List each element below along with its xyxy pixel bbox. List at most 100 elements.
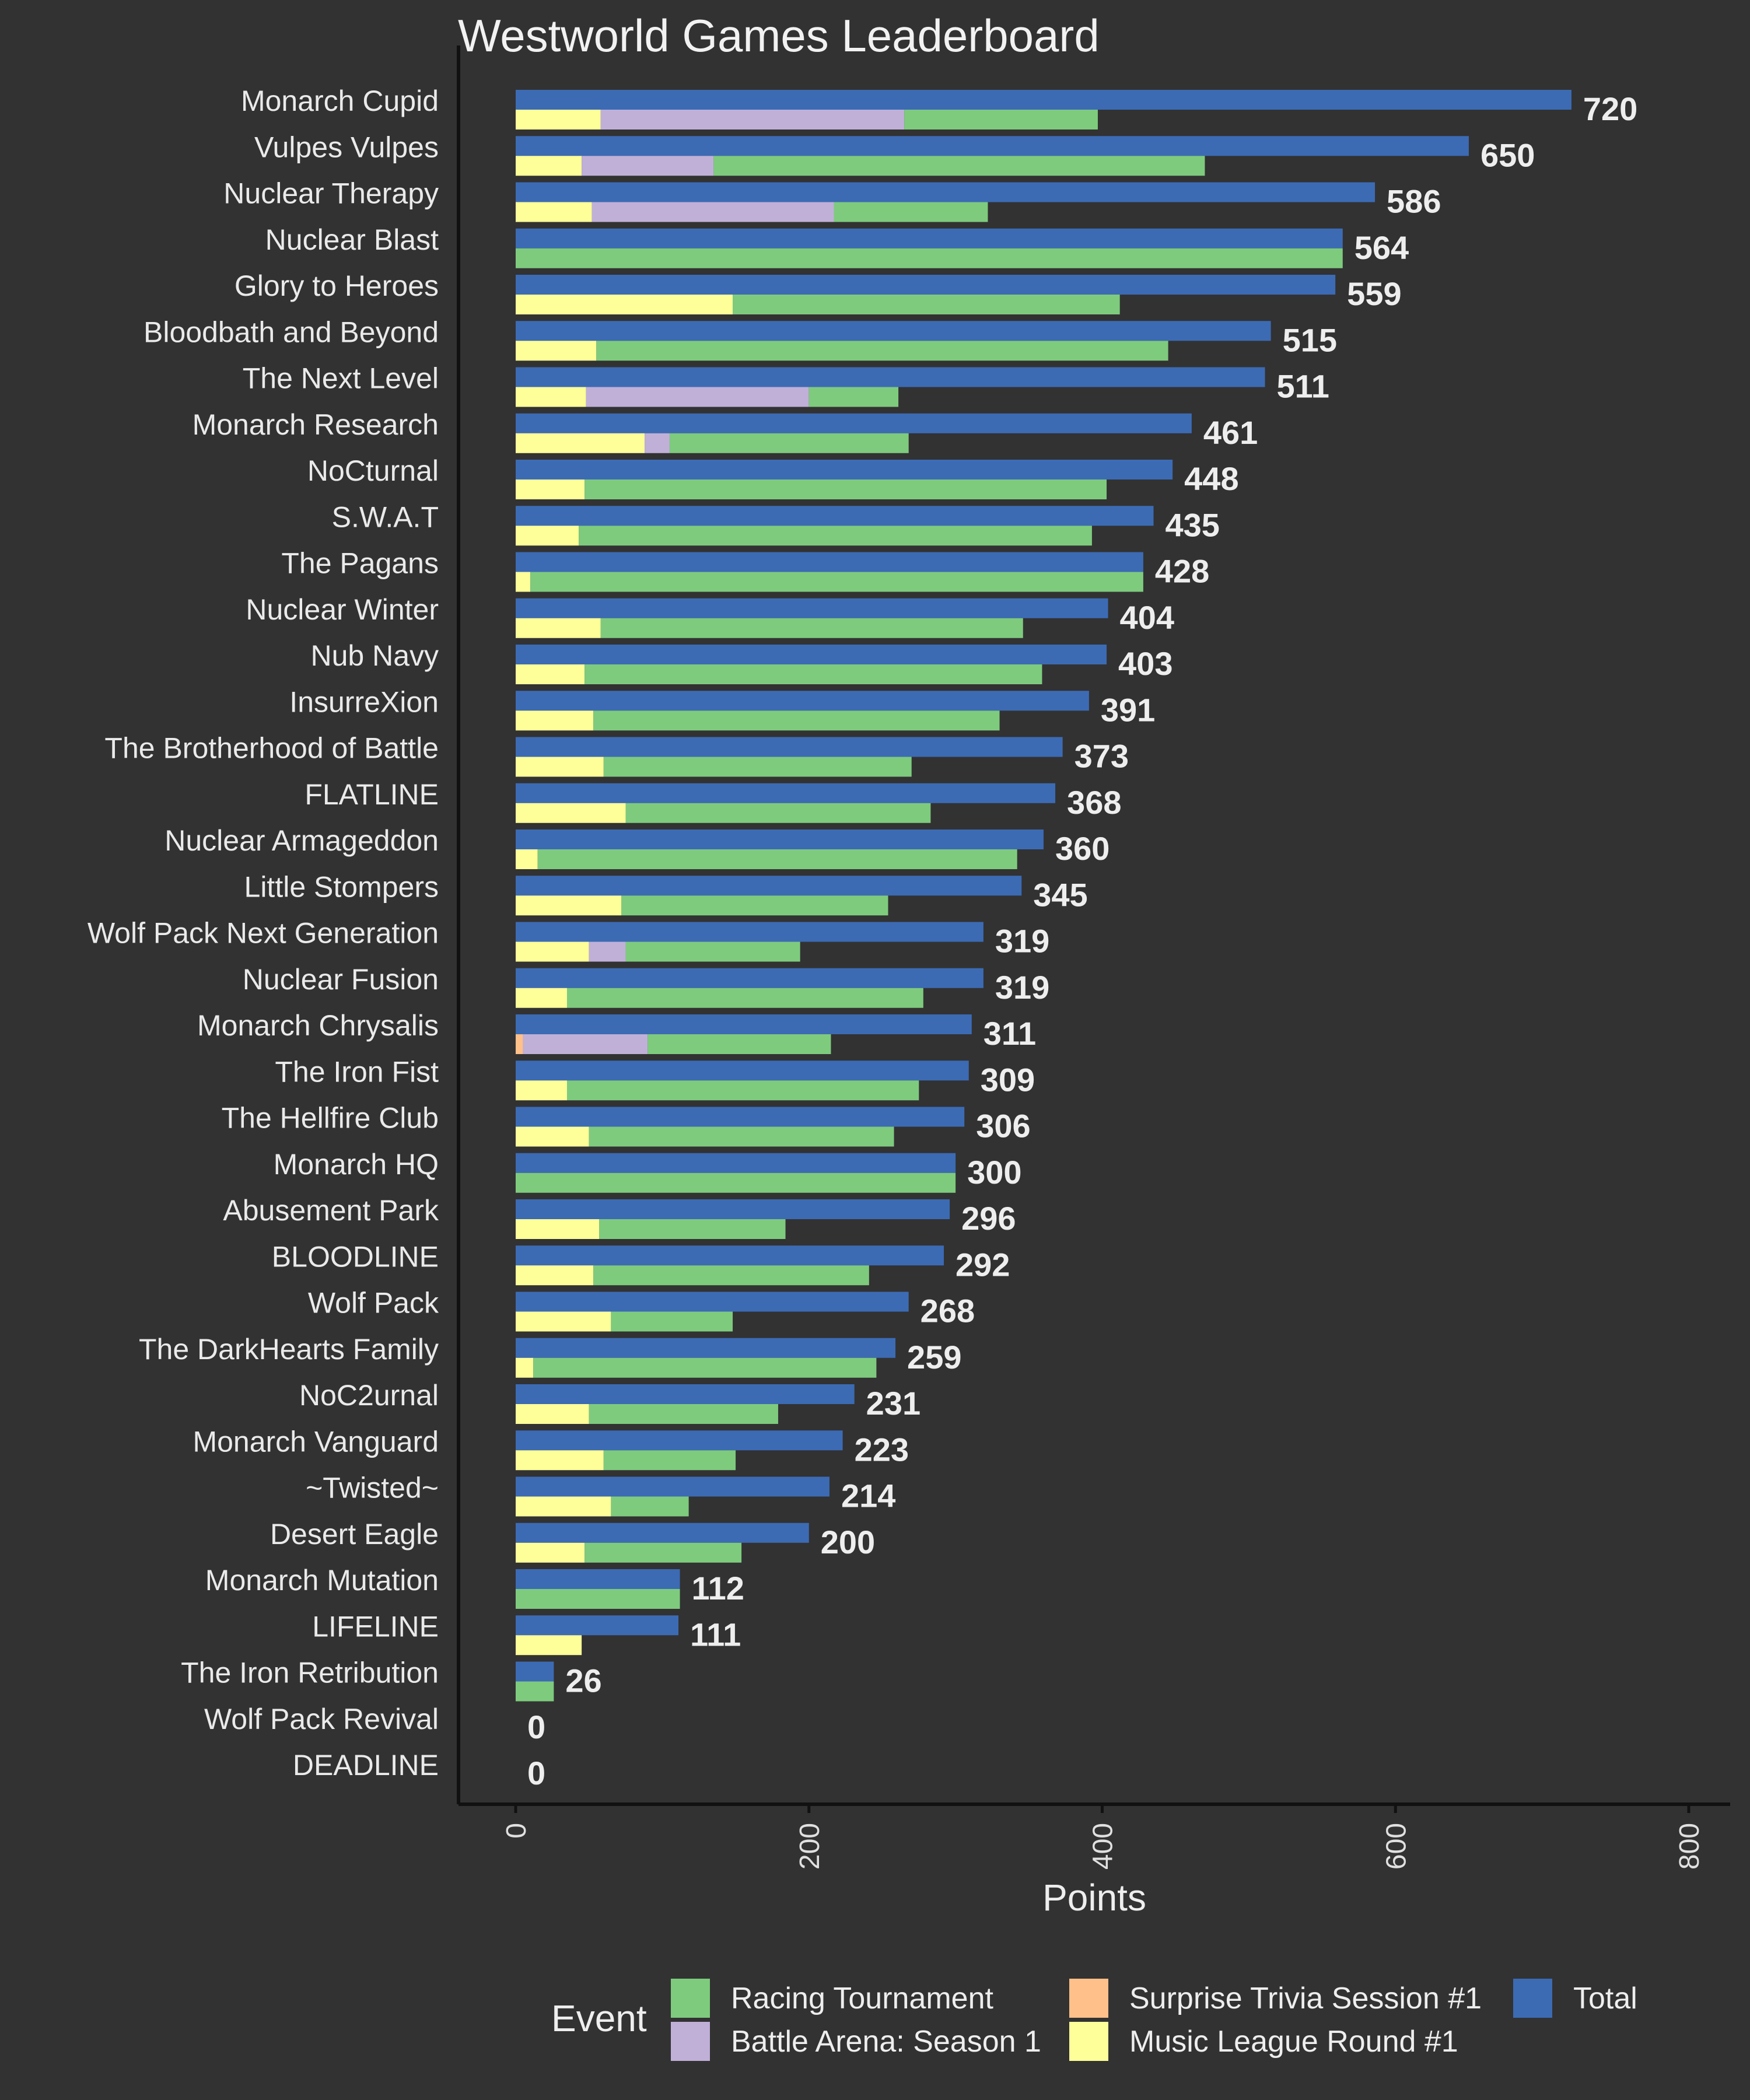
bar-racing-tournament-nuclear-armageddon (537, 849, 1017, 869)
total-value-the-next-level: 511 (1277, 368, 1329, 405)
category-label-nuclear-armageddon: Nuclear Armageddon (164, 824, 439, 857)
category-label-glory-to-heroes: Glory to Heroes (235, 270, 439, 302)
x-tick-label-800: 800 (1674, 1823, 1705, 1870)
total-value-desert-eagle: 200 (821, 1524, 875, 1560)
bar-racing-tournament-insurrexion (593, 710, 1000, 731)
total-value-the-iron-retribution: 26 (565, 1662, 601, 1699)
bar-racing-tournament-monarch-hq (516, 1172, 956, 1193)
bar-total-little-stompers (516, 876, 1022, 896)
bar-music-league-round-1-bloodbath-and-beyond (516, 341, 597, 361)
bar-racing-tournament-monarch-cupid (904, 110, 1098, 130)
bar-racing-tournament-wolf-pack (611, 1311, 733, 1332)
bar-racing-tournament-monarch-vanguard (603, 1450, 736, 1471)
bar-music-league-round-1-twisted (516, 1496, 611, 1517)
bar-racing-tournament-the-brotherhood-of-battle (603, 757, 912, 777)
category-label-desert-eagle: Desert Eagle (270, 1518, 439, 1550)
axes: 0 200 400 600 800 (457, 46, 1730, 1870)
bar-battle-arena-season-1-monarch-chrysalis (523, 1034, 648, 1054)
category-label-abusement-park: Abusement Park (223, 1194, 439, 1227)
bar-music-league-round-1-the-brotherhood-of-battle (516, 757, 604, 777)
category-label-nocturnal: NoCturnal (307, 454, 439, 487)
bar-racing-tournament-twisted (611, 1496, 689, 1517)
bar-total-monarch-vanguard (516, 1430, 843, 1451)
legend-key-total (1513, 1979, 1552, 2018)
total-value-nocturnal: 448 (1184, 460, 1238, 497)
total-value-lifeline: 111 (690, 1616, 741, 1653)
bar-total-monarch-cupid (516, 90, 1572, 110)
total-value-bloodbath-and-beyond: 515 (1283, 321, 1337, 358)
category-label-noc2urnal: NoC2urnal (299, 1379, 439, 1412)
bar-battle-arena-season-1-monarch-cupid (600, 110, 905, 130)
bar-racing-tournament-monarch-research (669, 433, 909, 453)
bar-racing-tournament-little-stompers (621, 895, 888, 916)
bar-racing-tournament-nocturnal (584, 480, 1107, 499)
legend-title: Event (551, 1997, 647, 2039)
total-value-twisted: 214 (841, 1478, 895, 1514)
category-label-wolf-pack-revival: Wolf Pack Revival (204, 1703, 439, 1735)
total-value-wolf-pack: 268 (921, 1293, 975, 1329)
bar-music-league-round-1-bloodline (516, 1265, 594, 1286)
bar-racing-tournament-noc2urnal (589, 1404, 778, 1424)
bar-racing-tournament-monarch-chrysalis (648, 1034, 831, 1054)
category-label-deadline: DEADLINE (293, 1749, 439, 1782)
total-value-the-iron-fist: 309 (981, 1061, 1035, 1098)
legend-key-battle-arena-season-1 (671, 2022, 710, 2061)
total-value-the-hellfire-club: 306 (976, 1108, 1030, 1144)
bar-music-league-round-1-lifeline (516, 1635, 582, 1656)
bar-music-league-round-1-nub-navy (516, 664, 585, 684)
category-label-nuclear-therapy: Nuclear Therapy (223, 177, 439, 210)
bar-total-wolf-pack (516, 1292, 909, 1312)
total-value-monarch-vanguard: 223 (855, 1431, 909, 1468)
legend: Event Racing Tournament Battle Arena: Sea… (551, 1979, 1637, 2061)
bar-racing-tournament-s-w-a-t (579, 526, 1092, 546)
total-value-s-w-a-t: 435 (1165, 506, 1219, 543)
bar-battle-arena-season-1-monarch-research (645, 433, 670, 453)
total-value-nuclear-armageddon: 360 (1055, 830, 1110, 867)
x-tick-label-400: 400 (1088, 1823, 1119, 1870)
bar-racing-tournament-the-pagans (530, 572, 1143, 592)
total-value-nuclear-fusion: 319 (995, 969, 1049, 1006)
bar-total-monarch-hq (516, 1153, 956, 1173)
category-label-vulpes-vulpes: Vulpes Vulpes (254, 131, 439, 163)
total-value-glory-to-heroes: 559 (1347, 275, 1401, 312)
total-value-nub-navy: 403 (1118, 645, 1172, 682)
chart-title: Westworld Games Leaderboard (458, 10, 1100, 61)
bar-surprise-trivia-session-1-monarch-chrysalis (516, 1034, 523, 1054)
total-value-abusement-park: 296 (961, 1200, 1016, 1237)
bar-total-monarch-chrysalis (516, 1014, 972, 1034)
category-label-the-iron-fist: The Iron Fist (275, 1055, 439, 1088)
total-value-monarch-chrysalis: 311 (984, 1015, 1036, 1052)
bar-battle-arena-season-1-vulpes-vulpes (582, 156, 714, 176)
bar-battle-arena-season-1-the-next-level (586, 387, 809, 407)
bar-total-twisted (516, 1476, 830, 1497)
category-label-lifeline: LIFELINE (312, 1610, 439, 1643)
bar-racing-tournament-desert-eagle (584, 1542, 742, 1563)
bar-total-the-brotherhood-of-battle (516, 737, 1063, 757)
bar-music-league-round-1-flatline (516, 803, 626, 823)
category-label-little-stompers: Little Stompers (244, 870, 439, 903)
bar-racing-tournament-the-iron-fist (566, 1080, 919, 1101)
bar-total-the-darkhearts-family (516, 1338, 896, 1358)
bar-music-league-round-1-the-darkhearts-family (516, 1357, 534, 1378)
category-label-twisted: ~Twisted~ (306, 1472, 439, 1504)
bar-total-glory-to-heroes (516, 275, 1336, 295)
bar-racing-tournament-the-next-level (808, 387, 899, 407)
bar-total-nub-navy (516, 645, 1107, 664)
category-label-monarch-chrysalis: Monarch Chrysalis (197, 1009, 439, 1042)
total-value-monarch-mutation: 112 (692, 1570, 744, 1606)
bar-total-lifeline (516, 1615, 679, 1636)
category-label-monarch-vanguard: Monarch Vanguard (192, 1425, 439, 1458)
bar-music-league-round-1-the-iron-fist (516, 1080, 567, 1101)
bar-racing-tournament-nub-navy (584, 664, 1042, 684)
total-value-the-pagans: 428 (1155, 553, 1209, 590)
category-label-s-w-a-t: S.W.A.T (332, 501, 439, 533)
x-tick-label-600: 600 (1381, 1823, 1412, 1870)
bar-music-league-round-1-wolf-pack-next-generation (516, 942, 589, 962)
bar-music-league-round-1-s-w-a-t (516, 526, 579, 546)
legend-key-surprise-trivia-session-1 (1069, 1979, 1108, 2018)
bar-total-noc2urnal (516, 1384, 855, 1404)
total-value-bloodline: 292 (956, 1246, 1010, 1283)
total-value-the-darkhearts-family: 259 (907, 1339, 961, 1376)
bars-layer (516, 90, 1572, 1702)
